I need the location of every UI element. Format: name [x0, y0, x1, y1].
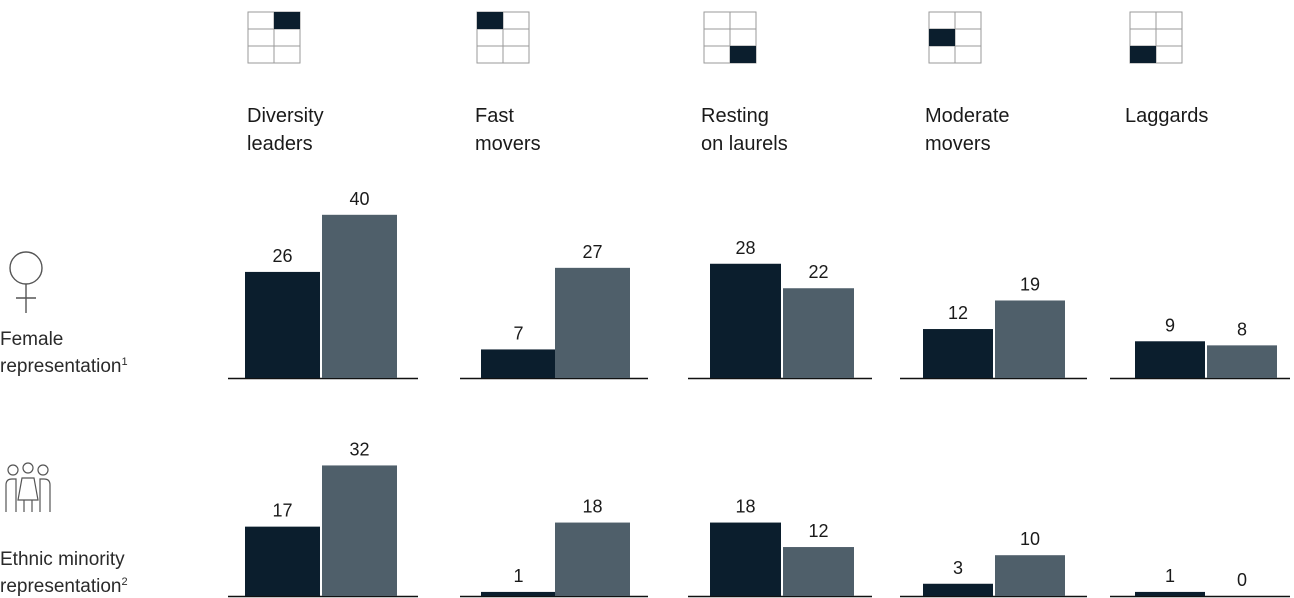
- bar-diversity-leaders-s2: [322, 465, 397, 596]
- data-label: 17: [272, 501, 292, 521]
- bar-resting-on-laurels-s2: [783, 547, 854, 596]
- bar-resting-on-laurels-s2: [783, 288, 854, 378]
- column-heading-line2: leaders: [247, 133, 313, 155]
- bar-laggards-s1: [1135, 591, 1205, 596]
- bar-fast-movers-s1: [481, 349, 556, 378]
- data-label: 40: [349, 189, 369, 209]
- column-heading-line2: movers: [475, 133, 541, 155]
- column-heading-resting-on-laurels: Resting on laurels: [701, 102, 788, 158]
- people-group-icon-left-body: [5, 478, 17, 512]
- data-label: 27: [582, 242, 602, 262]
- data-label: 19: [1020, 274, 1040, 294]
- bar-fast-movers-s2: [555, 267, 630, 378]
- footnote-2: 2: [121, 576, 128, 588]
- quadrant-highlight-fast-movers: [477, 12, 503, 29]
- quadrant-highlight-moderate-movers: [929, 29, 955, 46]
- row-label-female-line1: Female: [0, 329, 64, 350]
- column-heading-line2: on laurels: [701, 133, 788, 155]
- people-group-icon-head: [7, 464, 19, 476]
- column-heading-line2: movers: [925, 133, 991, 155]
- column-heading-line1: Resting: [701, 105, 769, 127]
- data-label: 26: [272, 246, 292, 266]
- bar-diversity-leaders-s1: [245, 526, 320, 596]
- column-heading-moderate-movers: Moderate movers: [925, 102, 1010, 158]
- column-heading-diversity-leaders: Diversity leaders: [247, 102, 324, 158]
- data-label: 9: [1165, 315, 1175, 335]
- bar-resting-on-laurels-s1: [710, 522, 781, 596]
- row-label-female: Female representation1: [0, 328, 128, 378]
- footnote-1: 1: [121, 356, 128, 368]
- data-label: 3: [953, 558, 963, 578]
- bar-moderate-movers-s2: [995, 300, 1065, 378]
- quadrant-highlight-laggards: [1130, 46, 1156, 63]
- data-label: 32: [349, 439, 369, 459]
- data-label: 12: [948, 303, 968, 323]
- column-heading-laggards: Laggards: [1125, 102, 1208, 130]
- data-label: 28: [735, 238, 755, 258]
- bar-fast-movers-s1: [481, 591, 556, 596]
- bar-resting-on-laurels-s1: [710, 263, 781, 378]
- data-label: 7: [513, 323, 523, 343]
- data-label: 22: [808, 262, 828, 282]
- people-group-icon-center-dress: [17, 477, 39, 501]
- column-heading-line1: Fast: [475, 105, 514, 127]
- bar-fast-movers-s2: [555, 522, 630, 596]
- bar-moderate-movers-s1: [923, 329, 993, 378]
- quadrant-highlight-resting-on-laurels: [730, 46, 756, 63]
- female-symbol-icon: [9, 251, 43, 285]
- data-label: 1: [513, 566, 523, 586]
- row-label-ethnic-line2: representation: [0, 576, 122, 597]
- column-heading-line1: Laggards: [1125, 105, 1209, 127]
- bar-moderate-movers-s1: [923, 583, 993, 596]
- bar-diversity-leaders-s1: [245, 271, 320, 378]
- column-heading-line1: Moderate: [925, 105, 1010, 127]
- bar-diversity-leaders-s2: [322, 214, 397, 378]
- data-label: 18: [582, 497, 602, 517]
- bar-moderate-movers-s2: [995, 555, 1065, 596]
- data-label: 0: [1237, 570, 1247, 590]
- people-group-icon-head: [37, 464, 49, 476]
- people-group-icon-head: [22, 462, 34, 474]
- data-label: 1: [1165, 566, 1175, 586]
- data-label: 8: [1237, 319, 1247, 339]
- bar-laggards-s1: [1135, 341, 1205, 378]
- row-label-female-line2: representation: [0, 356, 122, 377]
- row-label-ethnic: Ethnic minority representation2: [0, 548, 128, 598]
- row-label-ethnic-line1: Ethnic minority: [0, 549, 125, 570]
- people-group-icon-right-body: [39, 478, 51, 512]
- data-label: 12: [808, 521, 828, 541]
- column-heading-line1: Diversity: [247, 105, 324, 127]
- quadrant-highlight-diversity-leaders: [274, 12, 300, 29]
- bar-laggards-s2: [1207, 345, 1277, 378]
- column-heading-fast-movers: Fast movers: [475, 102, 541, 158]
- data-label: 10: [1020, 529, 1040, 549]
- data-label: 18: [735, 497, 755, 517]
